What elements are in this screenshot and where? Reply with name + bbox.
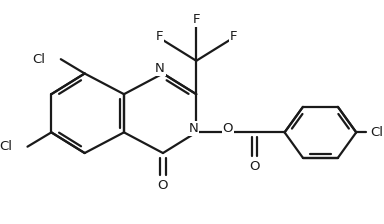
Text: N: N bbox=[155, 62, 165, 75]
Text: Cl: Cl bbox=[0, 140, 12, 153]
Text: Cl: Cl bbox=[33, 53, 46, 66]
Text: O: O bbox=[223, 122, 233, 135]
Text: F: F bbox=[156, 30, 163, 43]
Text: Cl: Cl bbox=[371, 126, 384, 139]
Text: F: F bbox=[230, 30, 237, 43]
Text: O: O bbox=[158, 179, 168, 192]
Text: O: O bbox=[249, 160, 260, 173]
Text: N: N bbox=[189, 122, 198, 135]
Text: F: F bbox=[192, 13, 200, 26]
